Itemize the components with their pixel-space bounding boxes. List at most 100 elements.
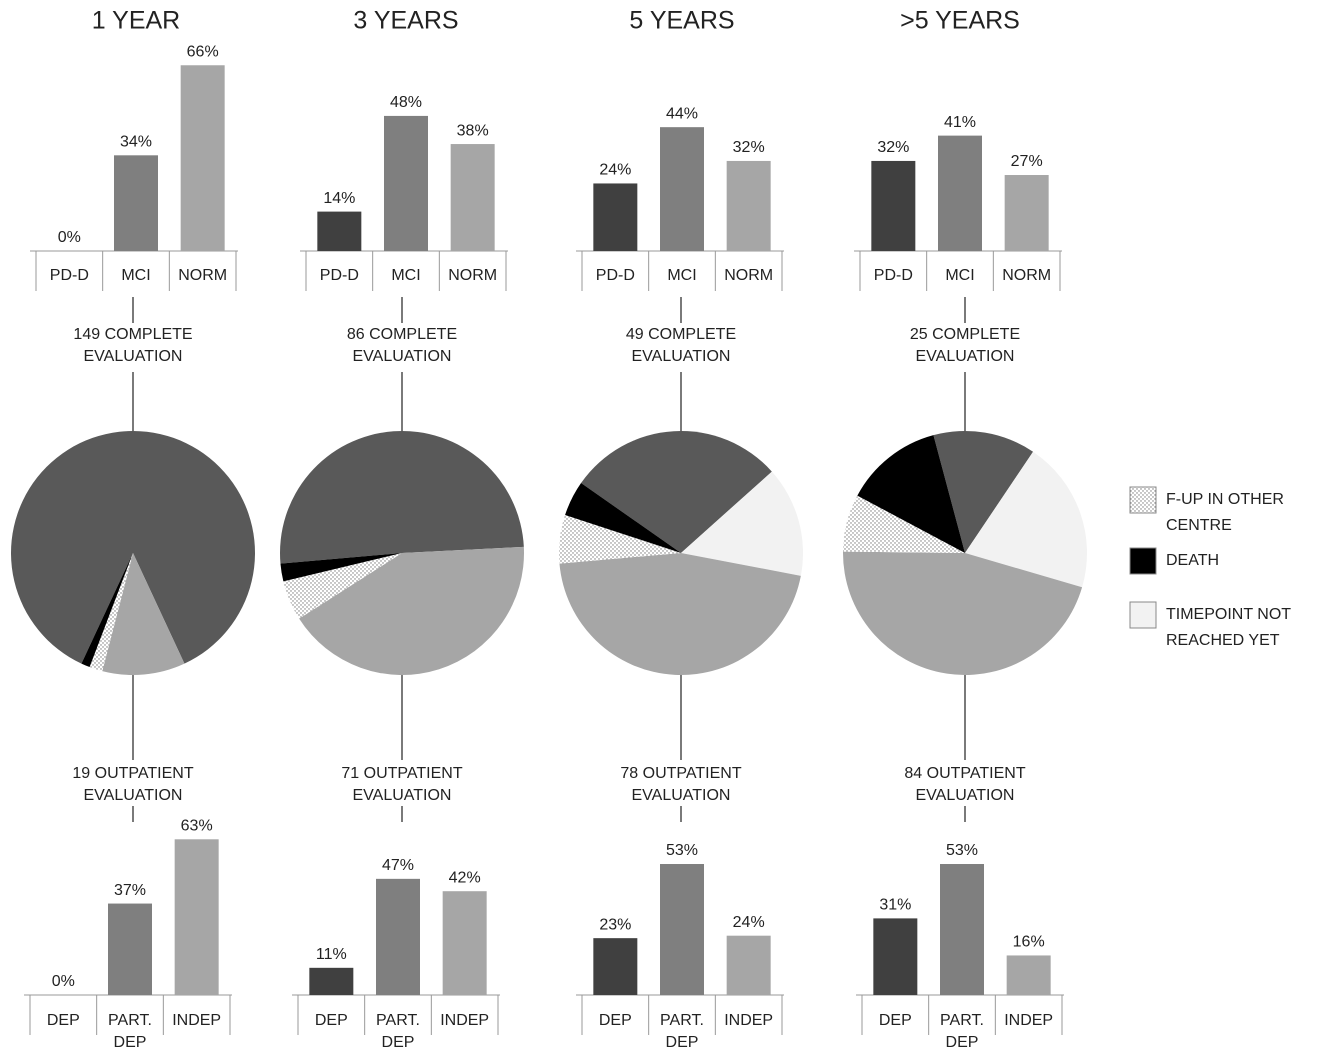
pie-slice <box>857 435 965 553</box>
bar <box>873 918 918 995</box>
legend-swatch <box>1129 601 1157 629</box>
value-label: 47% <box>382 857 414 874</box>
value-label: 53% <box>946 842 978 859</box>
annotation: 84 OUTPATIENT EVALUATION <box>904 765 1026 804</box>
category-label: NORM <box>724 267 774 284</box>
category-label: INDEP <box>1004 1012 1054 1029</box>
bar <box>114 155 158 251</box>
annotation: 25 COMPLETE EVALUATION <box>909 326 1021 365</box>
pie-slice <box>965 451 1087 588</box>
value-label: 38% <box>457 122 489 139</box>
pie-slice <box>559 553 801 675</box>
annotation: 71 OUTPATIENT EVALUATION <box>341 765 463 804</box>
category-label: MCI <box>121 267 151 284</box>
category-label: MCI <box>391 267 421 284</box>
category-label: DEP <box>878 1012 912 1029</box>
category-label: MCI <box>667 267 697 284</box>
chart-title: 3 YEARS <box>353 7 458 35</box>
value-label: 16% <box>1013 934 1045 951</box>
legend-label: TIMEPOINT NOT REACHED YET <box>1166 606 1291 649</box>
value-label: 32% <box>877 139 909 156</box>
bar <box>726 160 771 251</box>
pie-slice <box>283 553 402 619</box>
category-label: NORM <box>178 267 228 284</box>
pie-slice <box>89 553 133 672</box>
category-label: PART. DEP <box>108 1012 152 1051</box>
pie-slice <box>581 431 772 553</box>
category-label: INDEP <box>440 1012 490 1029</box>
pie-slice <box>933 431 1034 553</box>
value-label: 41% <box>944 114 976 131</box>
bar <box>593 183 638 251</box>
category-label: INDEP <box>724 1012 774 1029</box>
bar <box>593 938 638 995</box>
pie-slice <box>299 546 524 675</box>
bar <box>450 144 495 251</box>
value-label: 14% <box>323 190 355 207</box>
bar <box>871 160 916 251</box>
pie-slice <box>681 471 803 576</box>
pie-slice <box>102 553 185 675</box>
chart-title: >5 YEARS <box>900 7 1020 35</box>
value-label: 48% <box>390 94 422 111</box>
value-label: 0% <box>52 973 75 990</box>
pie-slice <box>559 514 681 564</box>
value-label: 23% <box>599 916 631 933</box>
pie-slice <box>81 553 133 668</box>
bar <box>174 839 219 995</box>
category-label: PART. DEP <box>660 1012 704 1051</box>
value-label: 53% <box>666 842 698 859</box>
category-label: PD-D <box>319 267 359 284</box>
bar <box>1006 955 1051 995</box>
value-label: 66% <box>187 43 219 60</box>
bar <box>726 935 771 995</box>
pie-slice <box>565 483 681 553</box>
bar <box>1004 175 1049 251</box>
category-label: DEP <box>598 1012 632 1029</box>
annotation: 19 OUTPATIENT EVALUATION <box>72 765 194 804</box>
value-label: 24% <box>733 914 765 931</box>
bar <box>317 211 362 251</box>
value-label: 0% <box>58 229 81 246</box>
value-label: 27% <box>1011 153 1043 170</box>
chart-title: 1 YEAR <box>92 7 180 35</box>
bar <box>108 903 152 995</box>
annotation: 86 COMPLETE EVALUATION <box>346 326 458 365</box>
value-label: 32% <box>733 139 765 156</box>
legend-label: F-UP IN OTHER CENTRE <box>1166 491 1284 534</box>
annotation: 149 COMPLETE EVALUATION <box>73 326 193 365</box>
value-label: 42% <box>449 869 481 886</box>
category-label: MCI <box>945 267 975 284</box>
bar <box>442 891 487 995</box>
annotation: 49 COMPLETE EVALUATION <box>625 326 737 365</box>
legend-swatch <box>1129 486 1157 514</box>
bar <box>180 65 225 251</box>
chart-title: 5 YEARS <box>629 7 734 35</box>
pie-slice <box>843 551 1083 675</box>
bar <box>384 115 428 252</box>
category-label: DEP <box>314 1012 348 1029</box>
value-label: 11% <box>316 946 347 963</box>
value-label: 24% <box>599 162 631 179</box>
value-label: 44% <box>666 105 698 122</box>
bar <box>309 967 354 995</box>
legend-swatch <box>1129 547 1157 575</box>
bar <box>660 864 704 995</box>
bar <box>660 127 704 251</box>
bar <box>376 878 420 995</box>
category-label: PART. DEP <box>376 1012 420 1051</box>
value-label: 63% <box>181 818 213 835</box>
category-label: NORM <box>1002 267 1052 284</box>
bar <box>940 864 984 995</box>
category-label: DEP <box>46 1012 80 1029</box>
annotation: 78 OUTPATIENT EVALUATION <box>620 765 742 804</box>
category-label: NORM <box>448 267 498 284</box>
pie-slice <box>10 430 255 664</box>
category-label: PD-D <box>595 267 635 284</box>
category-label: INDEP <box>172 1012 222 1029</box>
value-label: 37% <box>114 882 146 899</box>
bar <box>938 135 982 251</box>
legend-label: DEATH <box>1166 552 1220 569</box>
